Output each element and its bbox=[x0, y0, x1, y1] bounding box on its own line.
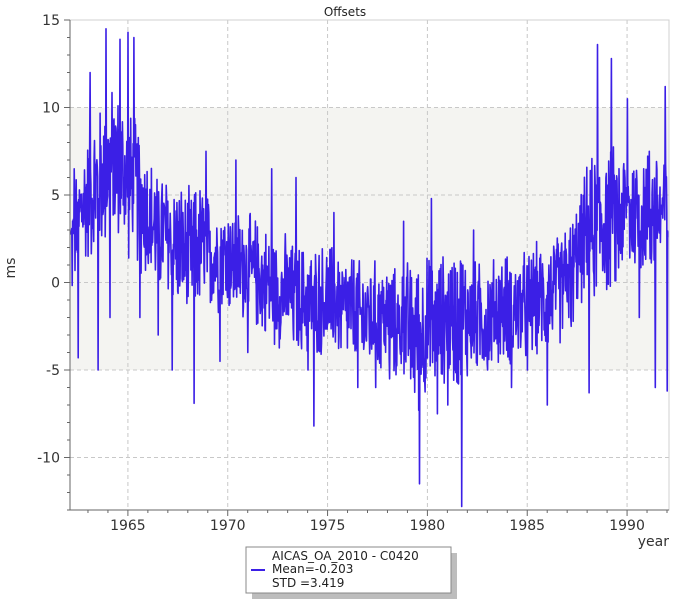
x-axis: 1965 1970 1975 1980 1985 1990 bbox=[70, 509, 669, 534]
x-tick-label-1970: 1970 bbox=[210, 518, 246, 534]
x-tick-label-1985: 1985 bbox=[509, 518, 545, 534]
y-tick-label-15: 15 bbox=[42, 13, 60, 29]
x-tick-label-1975: 1975 bbox=[310, 518, 346, 534]
x-tick-label-1990: 1990 bbox=[609, 518, 645, 534]
y-tick-label-0: 0 bbox=[51, 276, 60, 292]
x-tick-label-1980: 1980 bbox=[410, 518, 446, 534]
legend-series-name: AICAS_OA_2010 - C0420 bbox=[272, 549, 419, 563]
y-axis: -10 -5 0 5 10 15 bbox=[37, 13, 71, 511]
y-tick-label--10: -10 bbox=[37, 451, 60, 467]
y-tick-label-5: 5 bbox=[51, 188, 60, 204]
legend-std: STD =3.419 bbox=[272, 576, 344, 590]
legend-mean: Mean=-0.203 bbox=[272, 562, 353, 576]
legend: AICAS_OA_2010 - C0420 Mean=-0.203 STD =3… bbox=[245, 546, 457, 599]
x-tick-label-1965: 1965 bbox=[110, 518, 146, 534]
y-tick-label--5: -5 bbox=[46, 363, 60, 379]
legend-box bbox=[245, 546, 452, 594]
x-axis-title: year bbox=[638, 534, 669, 550]
series-line-aicas-oa-2010-c0420 bbox=[70, 27, 669, 508]
y-axis-title: ms bbox=[3, 258, 19, 279]
y-tick-label-10: 10 bbox=[42, 101, 60, 117]
series-layer bbox=[70, 27, 669, 508]
chart-title: Offsets bbox=[324, 5, 366, 19]
plot-area bbox=[69, 19, 670, 511]
